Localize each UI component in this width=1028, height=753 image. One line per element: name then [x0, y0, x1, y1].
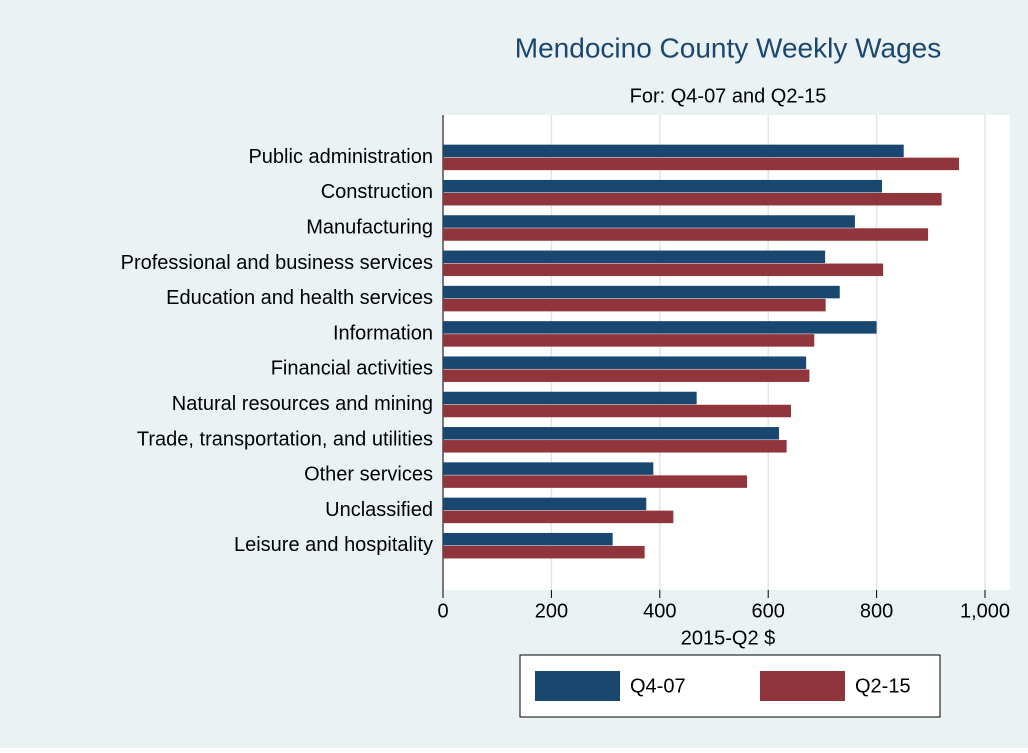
- y-tick-label: Education and health services: [166, 287, 433, 309]
- bar: [443, 475, 748, 488]
- y-tick-label: Natural resources and mining: [172, 393, 433, 415]
- bar: [443, 545, 645, 559]
- y-tick-label: Financial activities: [271, 358, 433, 380]
- y-tick-label: Trade, transportation, and utilities: [137, 428, 433, 450]
- bar: [443, 144, 904, 158]
- legend-label: Q2-15: [855, 675, 911, 697]
- legend-swatch: [760, 671, 845, 701]
- bar: [443, 356, 807, 369]
- x-axis-label: 2015-Q2 $: [681, 627, 776, 649]
- x-tick-label: 800: [860, 600, 893, 622]
- bar: [443, 285, 840, 299]
- bar: [443, 334, 815, 347]
- bar: [443, 263, 884, 277]
- y-tick-label: Other services: [304, 464, 433, 486]
- x-tick-label: 200: [535, 600, 568, 622]
- bar: [443, 215, 855, 228]
- bar: [443, 250, 826, 264]
- y-tick-label: Leisure and hospitality: [234, 534, 433, 556]
- bar: [443, 298, 826, 312]
- y-tick-label: Manufacturing: [306, 217, 433, 239]
- bar: [443, 391, 697, 405]
- bar: [443, 228, 929, 241]
- bar: [443, 510, 674, 524]
- bar: [443, 440, 787, 453]
- bar: [443, 404, 791, 418]
- bar: [443, 321, 877, 334]
- x-tick-label: 600: [752, 600, 785, 622]
- chart-subtitle: For: Q4-07 and Q2-15: [630, 85, 827, 107]
- bar: [443, 157, 959, 171]
- bar: [443, 179, 883, 193]
- x-tick-label: 1,000: [960, 600, 1010, 622]
- y-tick-label: Unclassified: [325, 499, 433, 521]
- bar: [443, 532, 613, 546]
- bar: [443, 427, 780, 440]
- legend-swatch: [535, 671, 620, 701]
- y-tick-label: Information: [333, 322, 433, 344]
- bar: [443, 497, 647, 511]
- x-tick-label: 0: [437, 600, 448, 622]
- y-tick-label: Professional and business services: [121, 252, 433, 274]
- x-tick-label: 400: [643, 600, 676, 622]
- y-tick-label: Public administration: [248, 146, 433, 168]
- y-tick-label: Construction: [321, 181, 433, 203]
- bar: [443, 192, 942, 206]
- bar: [443, 462, 654, 475]
- bar: [443, 369, 810, 382]
- legend-label: Q4-07: [630, 675, 686, 697]
- chart-title: Mendocino County Weekly Wages: [515, 32, 941, 63]
